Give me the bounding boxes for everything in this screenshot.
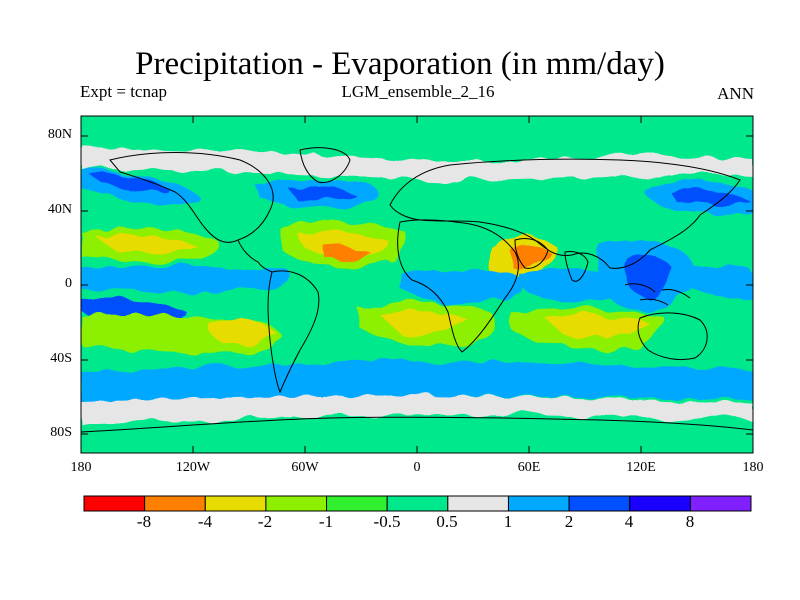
colorbar-label: 0.5 — [436, 512, 458, 531]
lat-label-40s: 40S — [50, 351, 72, 366]
colorbar-box — [386, 495, 449, 512]
colorbar-box — [83, 495, 146, 512]
colorbar-box — [689, 495, 752, 512]
run-name-label: LGM_ensemble_2_16 — [341, 82, 495, 101]
field-contours — [81, 145, 753, 424]
lat-label-80n: 80N — [47, 127, 72, 142]
colorbar-label: 8 — [685, 512, 695, 531]
lat-label-0: 0 — [65, 276, 72, 291]
coastlines — [81, 147, 753, 433]
colorbar-box — [629, 495, 691, 512]
colorbar-box — [326, 495, 388, 512]
colorbar — [83, 495, 752, 512]
lon-label-120w: 120W — [175, 460, 211, 475]
lon-label-60e: 60E — [517, 460, 541, 475]
colorbar-box — [568, 495, 631, 512]
map-title: Precipitation - Evaporation (in mm/day) — [135, 46, 665, 82]
lon-label-180e: 180 — [742, 460, 764, 475]
season-label: ANN — [717, 84, 754, 103]
colorbar-label: -4 — [197, 512, 213, 531]
colorbar-box — [507, 495, 570, 512]
experiment-label: Expt = tcnap — [80, 82, 168, 101]
lon-label-0: 0 — [413, 460, 421, 475]
colorbar-label: 1 — [503, 512, 513, 531]
lon-label-120e: 120E — [626, 460, 656, 475]
colorbar-label: -2 — [257, 512, 273, 531]
lon-label-180w: 180 — [70, 460, 92, 475]
lon-label-60w: 60W — [291, 460, 319, 475]
colorbar-label: 4 — [624, 512, 634, 531]
colorbar-label: -8 — [136, 512, 152, 531]
colorbar-label: 2 — [564, 512, 574, 531]
axis-ticks — [80, 116, 754, 453]
map-field — [81, 116, 753, 453]
colorbar-box — [265, 495, 328, 512]
colorbar-box — [447, 495, 509, 512]
lat-label-40n: 40N — [47, 202, 72, 217]
lat-label-80s: 80S — [50, 425, 72, 440]
colorbar-label: -0.5 — [373, 512, 401, 531]
colorbar-box — [144, 495, 206, 512]
colorbar-box — [204, 495, 267, 512]
colorbar-label: -1 — [318, 512, 334, 531]
